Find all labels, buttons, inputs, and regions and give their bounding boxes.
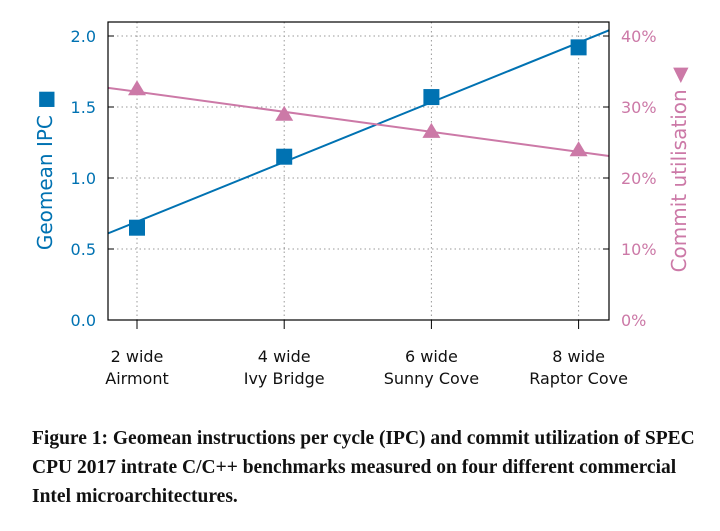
- x-tick-label: 4 wide Ivy Bridge: [244, 347, 325, 388]
- figure-caption: Figure 1: Geomean instructions per cycle…: [32, 428, 695, 507]
- commit-point: [128, 80, 146, 96]
- ipc-point: [276, 148, 293, 165]
- chart: 0.0 0.5 1.0 1.5 2.0 0% 10% 20% 30% 40% 2 wide Airmo…: [33, 21, 691, 388]
- y-tick-label: 0.0: [71, 311, 96, 330]
- y-tick-label: 1.0: [71, 169, 96, 188]
- plot-frame: [107, 21, 610, 321]
- y-axis-label: Geomean IPC ■: [33, 90, 57, 250]
- trend-line-right: [107, 86, 610, 157]
- trend-line-left: [107, 29, 610, 235]
- y-tick-label: 2.0: [71, 27, 96, 46]
- y2-tick-label: 30%: [621, 98, 657, 117]
- commit-point: [422, 122, 441, 138]
- y2-tick-label: 0%: [621, 311, 646, 330]
- commit-point: [275, 105, 294, 121]
- ipc-point: [570, 39, 587, 56]
- x-tick-label: 8 wide Raptor Cove: [529, 347, 628, 388]
- commit-point: [569, 141, 588, 157]
- y2-tick-label: 40%: [621, 27, 657, 46]
- y-tick-label: 1.5: [71, 98, 96, 117]
- x-tick-label: 6 wide Sunny Cove: [384, 347, 479, 388]
- y2-axis-label: Commit utilisation ◀: [667, 67, 691, 272]
- y2-tick-label: 10%: [621, 240, 657, 259]
- ipc-point: [423, 89, 440, 106]
- ipc-point: [129, 219, 145, 236]
- y-tick-label: 0.5: [71, 240, 96, 259]
- x-tick-label: 2 wide Airmont: [105, 347, 168, 388]
- y2-tick-label: 20%: [621, 169, 657, 188]
